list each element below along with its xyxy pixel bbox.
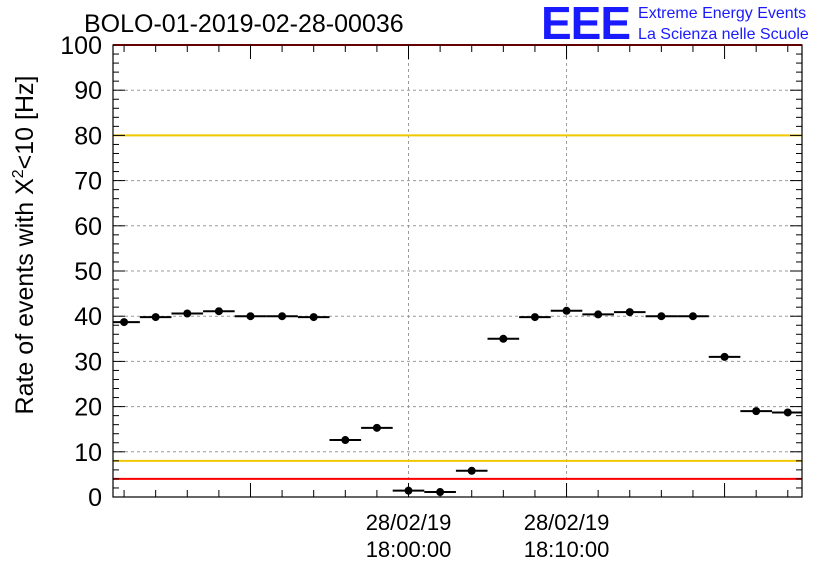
y-tick-label: 50 <box>74 258 102 286</box>
y-tick-label: 10 <box>74 439 102 467</box>
eee-logo-text: Extreme Energy Events La Scienza nelle S… <box>638 3 809 45</box>
data-point <box>341 436 350 445</box>
y-tick-label: 80 <box>74 122 102 150</box>
x-tick-label-date: 28/02/19 <box>524 510 610 535</box>
y-tick-label: 90 <box>74 77 102 105</box>
data-point <box>625 308 634 317</box>
data-point <box>214 307 223 316</box>
data-point <box>120 318 129 327</box>
data-point <box>183 309 192 318</box>
y-tick-label: 20 <box>74 394 102 422</box>
x-tick-label-date: 28/02/19 <box>366 510 452 535</box>
reference-lines <box>113 44 802 480</box>
data-point <box>752 407 761 416</box>
y-tick-label: 70 <box>74 168 102 196</box>
x-tick-label-time: 18:10:00 <box>524 537 610 562</box>
logo-line-2: La Scienza nelle Scuole <box>638 26 809 43</box>
data-point <box>499 334 508 343</box>
data-point <box>688 312 697 321</box>
chart-title: BOLO-01-2019-02-28-00036 <box>84 10 404 38</box>
data-point <box>594 310 603 319</box>
y-tick-label: 60 <box>74 213 102 241</box>
data-point <box>372 423 381 432</box>
data-point <box>436 488 445 497</box>
axis-ticks <box>113 44 802 498</box>
data-point <box>151 313 160 322</box>
data-point <box>246 312 255 321</box>
eee-logo: EEE Extreme Energy Events La Scienza nel… <box>541 0 809 46</box>
data-point <box>467 466 476 475</box>
data-point <box>657 312 666 321</box>
data-point <box>720 352 729 361</box>
data-point <box>404 486 413 495</box>
y-axis-label: Rate of events with X2<10 [Hz] <box>10 76 39 415</box>
data-point <box>530 313 539 322</box>
data-points <box>113 306 802 497</box>
grid <box>113 45 802 497</box>
y-tick-labels: 0 10 20 30 40 50 60 70 80 90 100 <box>60 32 102 512</box>
y-tick-label: 30 <box>74 348 102 376</box>
data-point <box>562 306 571 315</box>
data-point <box>278 312 287 321</box>
y-tick-label: 40 <box>74 303 102 331</box>
eee-logo-mark: EEE <box>541 0 631 49</box>
data-point <box>783 408 792 417</box>
y-tick-label: 100 <box>60 32 102 60</box>
y-tick-label: 0 <box>88 484 102 512</box>
x-tick-label-time: 18:00:00 <box>366 537 452 562</box>
data-point <box>309 313 318 322</box>
logo-line-1: Extreme Energy Events <box>638 5 807 22</box>
